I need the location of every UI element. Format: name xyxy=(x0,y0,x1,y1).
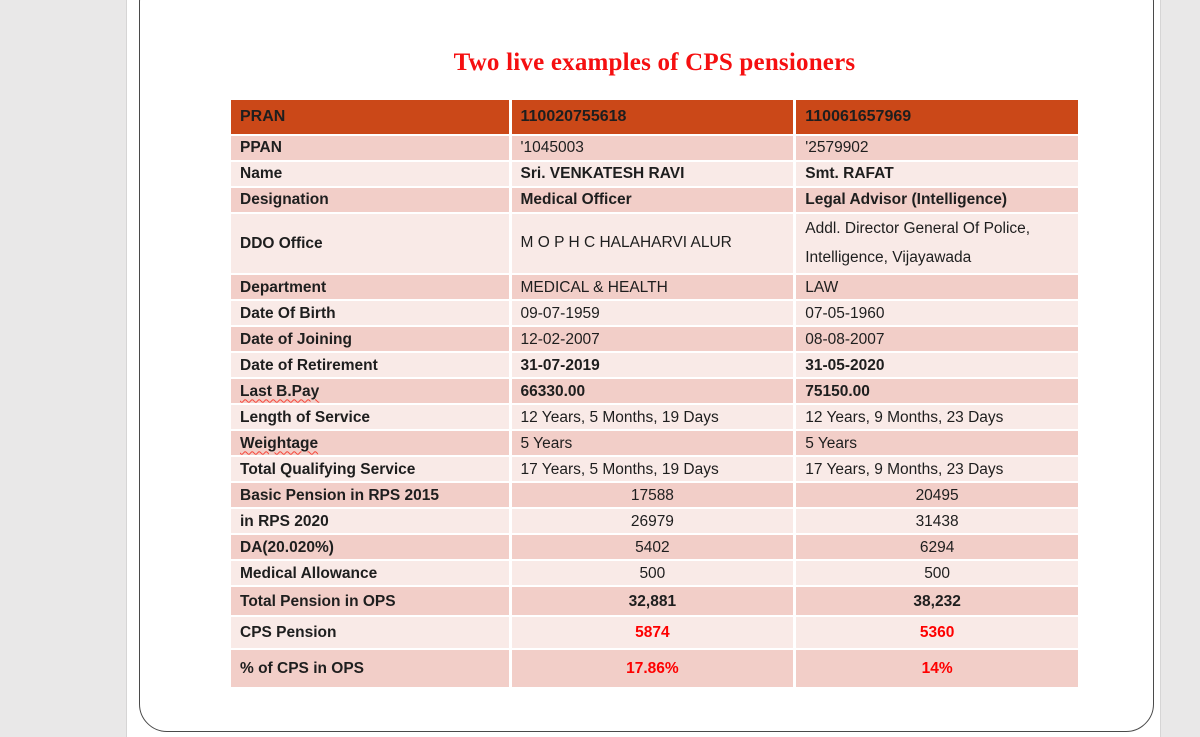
right-gutter-panel xyxy=(1160,0,1200,737)
value-cell: 32,881 xyxy=(511,587,794,616)
row-total-pension-ops: Total Pension in OPS 32,881 38,232 xyxy=(231,587,1078,616)
value-cell: '2579902 xyxy=(796,136,1078,160)
value-cell: Smt. RAFAT xyxy=(796,162,1078,186)
value-cell: 08-08-2007 xyxy=(796,327,1078,352)
label-cell: in RPS 2020 xyxy=(231,509,509,534)
value-cell: '1045003 xyxy=(511,136,794,160)
label-cell: Basic Pension in RPS 2015 xyxy=(231,483,509,508)
value-cell: 07-05-1960 xyxy=(796,301,1078,326)
value-cell: Addl. Director General Of Police, Intell… xyxy=(796,214,1078,274)
value-cell: 17588 xyxy=(511,483,794,508)
value-cell: 5 Years xyxy=(796,431,1078,456)
label-cell: Department xyxy=(231,275,509,300)
row-total-qualifying-service: Total Qualifying Service 17 Years, 5 Mon… xyxy=(231,457,1078,482)
value-cell: 31-07-2019 xyxy=(511,353,794,378)
left-gutter-panel xyxy=(0,0,127,737)
value-cell: 66330.00 xyxy=(511,379,794,404)
table-header-row: PRAN 110020755618 110061657969 xyxy=(231,100,1078,134)
row-ppan: PPAN '1045003 '2579902 xyxy=(231,136,1078,160)
value-cell: 17 Years, 9 Months, 23 Days xyxy=(796,457,1078,482)
row-dearness-allowance: DA(20.020%) 5402 6294 xyxy=(231,535,1078,560)
label-cell: Medical Allowance xyxy=(231,561,509,586)
label-cell: Date of Retirement xyxy=(231,353,509,378)
header-label-cell: PRAN xyxy=(231,100,509,134)
value-cell: 500 xyxy=(511,561,794,586)
row-weightage: Weightage 5 Years 5 Years xyxy=(231,431,1078,456)
value-cell: M O P H C HALAHARVI ALUR xyxy=(511,214,794,274)
value-cell: 5360 xyxy=(796,617,1078,649)
value-cell: 20495 xyxy=(796,483,1078,508)
value-cell: 14% xyxy=(796,650,1078,688)
value-cell: 17.86% xyxy=(511,650,794,688)
value-cell: 12 Years, 9 Months, 23 Days xyxy=(796,405,1078,430)
label-cell: Name xyxy=(231,162,509,186)
value-cell: LAW xyxy=(796,275,1078,300)
row-date-of-birth: Date Of Birth 09-07-1959 07-05-1960 xyxy=(231,301,1078,326)
row-date-of-retirement: Date of Retirement 31-07-2019 31-05-2020 xyxy=(231,353,1078,378)
row-length-of-service: Length of Service 12 Years, 5 Months, 19… xyxy=(231,405,1078,430)
header-value-cell-1: 110020755618 xyxy=(511,100,794,134)
value-cell: 09-07-1959 xyxy=(511,301,794,326)
value-cell: 12-02-2007 xyxy=(511,327,794,352)
label-cell: Weightage xyxy=(231,431,509,456)
row-basic-pension-rps2015: Basic Pension in RPS 2015 17588 20495 xyxy=(231,483,1078,508)
row-last-basic-pay: Last B.Pay 66330.00 75150.00 xyxy=(231,379,1078,404)
value-cell: Medical Officer xyxy=(511,188,794,212)
label-cell: Total Pension in OPS xyxy=(231,587,509,616)
label-cell: Designation xyxy=(231,188,509,212)
value-cell: 12 Years, 5 Months, 19 Days xyxy=(511,405,794,430)
row-medical-allowance: Medical Allowance 500 500 xyxy=(231,561,1078,586)
row-cps-pension: CPS Pension 5874 5360 xyxy=(231,617,1078,649)
value-cell: 38,232 xyxy=(796,587,1078,616)
row-ddo-office: DDO Office M O P H C HALAHARVI ALUR Addl… xyxy=(231,214,1078,274)
value-cell: 6294 xyxy=(796,535,1078,560)
value-cell: 75150.00 xyxy=(796,379,1078,404)
label-cell: CPS Pension xyxy=(231,617,509,649)
header-value-cell-2: 110061657969 xyxy=(796,100,1078,134)
value-cell: Sri. VENKATESH RAVI xyxy=(511,162,794,186)
row-name: Name Sri. VENKATESH RAVI Smt. RAFAT xyxy=(231,162,1078,186)
pension-comparison-table: PRAN 110020755618 110061657969 PPAN '104… xyxy=(228,98,1081,689)
label-cell: % of CPS in OPS xyxy=(231,650,509,688)
row-pension-rps2020: in RPS 2020 26979 31438 xyxy=(231,509,1078,534)
value-cell: 31-05-2020 xyxy=(796,353,1078,378)
value-cell: 5874 xyxy=(511,617,794,649)
page-title: Two live examples of CPS pensioners xyxy=(453,49,856,76)
row-department: Department MEDICAL & HEALTH LAW xyxy=(231,275,1078,300)
slide-page: Two live examples of CPS pensioners PRAN… xyxy=(139,0,1154,732)
value-cell: Legal Advisor (Intelligence) xyxy=(796,188,1078,212)
row-designation: Designation Medical Officer Legal Adviso… xyxy=(231,188,1078,212)
value-cell: MEDICAL & HEALTH xyxy=(511,275,794,300)
row-date-of-joining: Date of Joining 12-02-2007 08-08-2007 xyxy=(231,327,1078,352)
row-percent-cps-in-ops: % of CPS in OPS 17.86% 14% xyxy=(231,650,1078,688)
label-cell: Date Of Birth xyxy=(231,301,509,326)
label-cell: Date of Joining xyxy=(231,327,509,352)
label-cell: Length of Service xyxy=(231,405,509,430)
value-cell: 500 xyxy=(796,561,1078,586)
value-cell: 31438 xyxy=(796,509,1078,534)
value-cell: 5 Years xyxy=(511,431,794,456)
value-cell: 26979 xyxy=(511,509,794,534)
label-cell: Last B.Pay xyxy=(231,379,509,404)
label-cell: DA(20.020%) xyxy=(231,535,509,560)
label-cell: PPAN xyxy=(231,136,509,160)
value-cell: 17 Years, 5 Months, 19 Days xyxy=(511,457,794,482)
label-cell: DDO Office xyxy=(231,214,509,274)
label-cell: Total Qualifying Service xyxy=(231,457,509,482)
value-cell: 5402 xyxy=(511,535,794,560)
